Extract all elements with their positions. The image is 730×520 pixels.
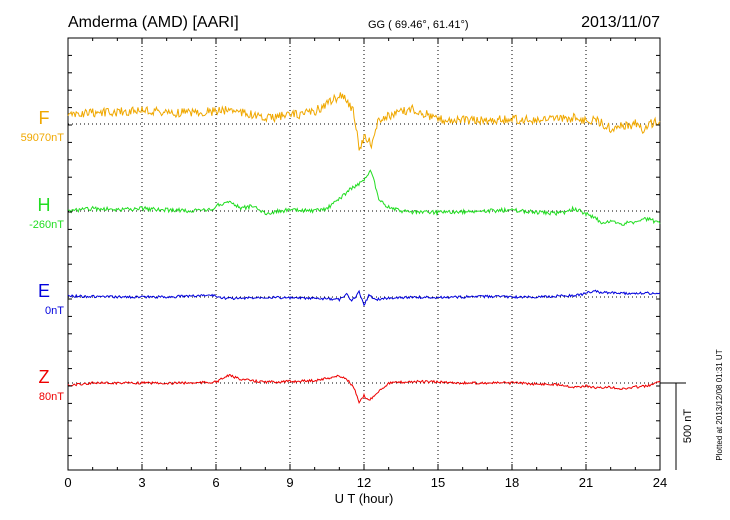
series-line-f xyxy=(67,92,661,151)
series-line-z xyxy=(67,374,661,405)
series-baseline-e: 0nT xyxy=(45,305,64,317)
x-axis-label: U T (hour) xyxy=(335,491,394,506)
x-tick-label: 6 xyxy=(212,475,219,490)
x-tick-label: 12 xyxy=(357,475,371,490)
x-tick-label: 24 xyxy=(653,475,667,490)
x-tick-label: 15 xyxy=(431,475,445,490)
series-baseline-f: 59070nT xyxy=(21,132,65,144)
plotted-footer: Plotted at 2013/12/08 01:31 UT xyxy=(715,349,724,460)
chart-date: 2013/11/07 xyxy=(581,14,660,31)
series-name-z: Z xyxy=(39,367,50,387)
series-baseline-h: -260nT xyxy=(29,219,64,231)
x-tick-label: 0 xyxy=(64,475,71,490)
x-tick-label: 3 xyxy=(138,475,145,490)
series-labels: F 59070nT H -260nT E 0nT Z 80nT xyxy=(21,108,65,403)
x-tick-label: 9 xyxy=(286,475,293,490)
scale-bar-label: 500 nT xyxy=(682,409,694,444)
x-tick-label: 21 xyxy=(579,475,593,490)
series-line-h xyxy=(68,169,661,226)
x-axis: 0 3 6 9 12 15 18 21 24 xyxy=(64,37,667,490)
series-group xyxy=(67,92,661,405)
chart-title: Amderma (AMD) [AARI] xyxy=(68,14,239,31)
baselines xyxy=(68,123,660,384)
series-name-f: F xyxy=(39,108,50,128)
scale-bar: 500 nT xyxy=(660,382,694,470)
series-baseline-z: 80nT xyxy=(39,391,64,403)
series-name-h: H xyxy=(38,195,51,215)
x-tick-label: 18 xyxy=(505,475,519,490)
chart-coords: GG ( 69.46°, 61.41°) xyxy=(368,19,469,31)
series-name-e: E xyxy=(38,281,50,301)
grid xyxy=(141,38,587,470)
series-line-e xyxy=(67,289,661,307)
